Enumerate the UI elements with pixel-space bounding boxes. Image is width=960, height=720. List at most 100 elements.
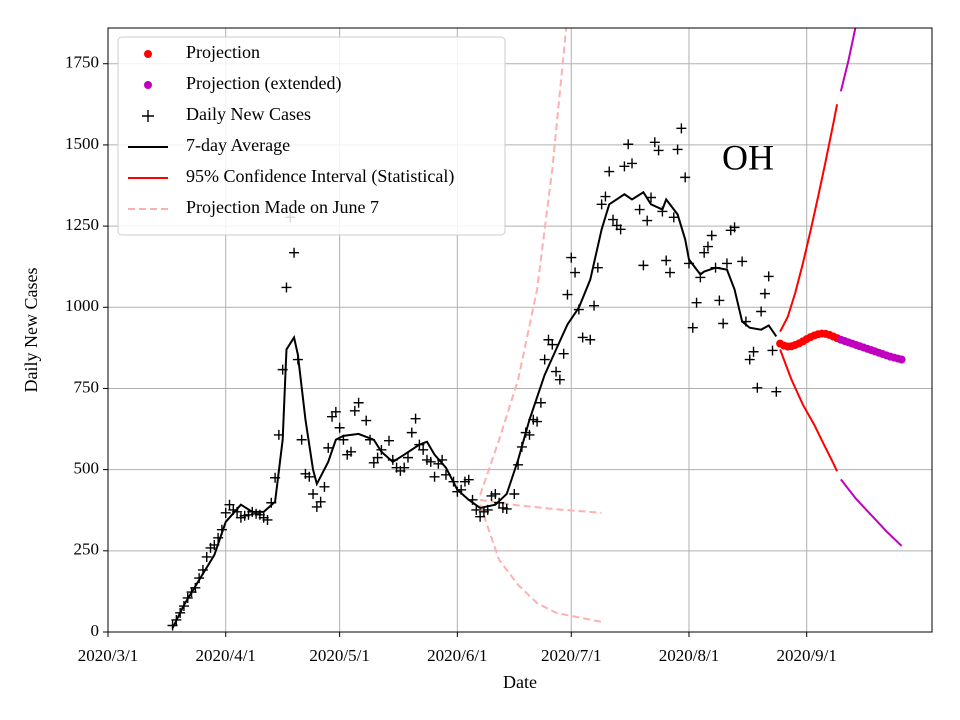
x-tick-label: 2020/5/1 <box>309 646 369 665</box>
plus-marker <box>194 573 205 584</box>
plus-marker <box>365 434 376 445</box>
plus-marker <box>752 382 763 393</box>
plus-marker <box>547 339 558 350</box>
plus-marker <box>311 501 322 512</box>
plus-marker <box>763 271 774 282</box>
plus-marker <box>383 435 394 446</box>
legend-label: Projection Made on June 7 <box>186 197 379 217</box>
plus-marker <box>399 462 410 473</box>
line <box>779 349 838 472</box>
dashed-line <box>479 498 602 514</box>
plus-marker <box>429 471 440 482</box>
y-tick-label: 500 <box>74 459 100 478</box>
plus-marker <box>676 123 687 134</box>
plus-marker <box>600 191 611 202</box>
plus-marker <box>262 514 273 525</box>
plus-marker <box>672 144 683 155</box>
point <box>897 355 906 364</box>
y-axis-label: Daily New Cases <box>21 268 41 393</box>
plus-marker <box>330 406 341 417</box>
plus-marker <box>596 199 607 210</box>
plus-marker <box>323 442 334 453</box>
plus-marker <box>740 316 751 327</box>
plus-marker <box>748 346 759 357</box>
plus-marker <box>319 481 330 492</box>
dashed-line <box>479 28 568 496</box>
x-tick-label: 2020/3/1 <box>78 646 138 665</box>
plus-marker <box>680 172 691 183</box>
plus-marker <box>608 214 619 225</box>
plus-marker <box>744 354 755 365</box>
plus-marker <box>308 488 319 499</box>
plus-marker <box>361 415 372 426</box>
plus-marker <box>756 306 767 317</box>
plus-marker <box>771 386 782 397</box>
plus-marker <box>346 446 357 457</box>
plus-marker <box>668 212 679 223</box>
plus-marker <box>216 524 227 535</box>
plus-marker <box>213 532 224 543</box>
plus-marker <box>220 507 231 518</box>
plus-marker <box>471 504 482 515</box>
plus-marker <box>718 318 729 329</box>
plus-marker <box>710 262 721 273</box>
plus-marker <box>201 551 212 562</box>
x-tick-label: 2020/4/1 <box>195 646 255 665</box>
plus-marker <box>634 204 645 215</box>
plus-marker <box>535 397 546 408</box>
line <box>840 478 903 547</box>
plus-marker <box>661 255 672 266</box>
legend-marker <box>144 50 152 58</box>
y-tick-label: 0 <box>91 621 100 640</box>
plus-marker <box>273 429 284 440</box>
plus-marker <box>315 496 326 507</box>
plus-marker <box>649 137 660 148</box>
plus-marker <box>573 304 584 315</box>
plus-marker <box>702 241 713 252</box>
plus-marker <box>706 230 717 241</box>
y-tick-label: 250 <box>74 540 100 559</box>
plus-marker <box>175 607 186 618</box>
legend-marker <box>144 81 152 89</box>
legend-label: 7-day Average <box>186 135 290 155</box>
plus-marker <box>516 441 527 452</box>
legend: Projection Projection (extended) Daily New… <box>117 36 506 236</box>
plus-marker <box>338 434 349 445</box>
plus-marker <box>532 416 543 427</box>
y-tick-label: 1250 <box>65 215 99 234</box>
plus-marker <box>737 256 748 267</box>
plus-marker <box>494 497 505 508</box>
plus-marker <box>767 345 778 356</box>
plus-marker <box>190 582 201 593</box>
legend-frame <box>117 36 506 236</box>
plus-marker <box>292 354 303 365</box>
x-tick-label: 2020/7/1 <box>541 646 601 665</box>
plus-marker <box>638 260 649 271</box>
plus-marker <box>467 494 478 505</box>
plus-marker <box>334 422 345 433</box>
plus-marker <box>456 484 467 495</box>
plus-marker <box>570 267 581 278</box>
plus-marker <box>490 488 501 499</box>
plus-marker <box>653 145 664 156</box>
plus-marker <box>589 300 600 311</box>
plus-marker <box>554 374 565 385</box>
plus-marker <box>171 614 182 625</box>
plus-marker <box>167 620 178 631</box>
dashed-line <box>479 504 602 623</box>
line <box>839 28 857 92</box>
plus-marker <box>402 452 413 463</box>
plus-marker <box>551 366 562 377</box>
plus-marker <box>232 506 243 517</box>
plus-marker <box>627 158 638 169</box>
plus-marker <box>425 456 436 467</box>
ticks: 0 250 500 750 1000 1250 1500 1750 2020/3/1 2020/4… <box>65 53 837 665</box>
legend-label: Projection <box>186 42 260 62</box>
plus-marker <box>683 258 694 269</box>
plus-marker <box>687 322 698 333</box>
plus-marker <box>664 267 675 278</box>
plus-marker <box>714 295 725 306</box>
plus-marker <box>509 488 520 499</box>
plus-marker <box>615 224 626 235</box>
